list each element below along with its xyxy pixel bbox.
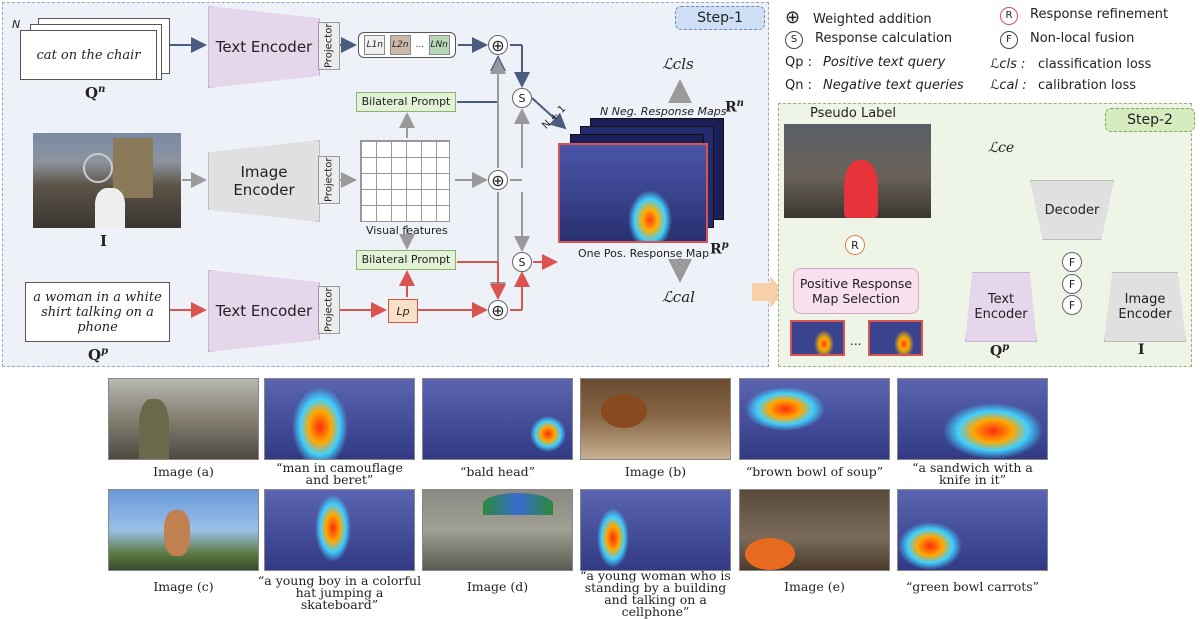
fusion-icon-3: F [1062, 295, 1082, 315]
step1-label: Step-1 [675, 6, 765, 30]
weighted-add-icon-1: ⊕ [488, 35, 508, 55]
caption-map-a2: “bald head” [459, 464, 536, 479]
pos-query-text: a woman in a white shirt talking on a ph… [25, 282, 170, 342]
caption-image-b: Image (b) [624, 464, 687, 479]
example-map-c [264, 489, 415, 571]
neg-query-count: N [12, 18, 21, 31]
step2-query-symbol: Qp [990, 342, 1010, 360]
thumb-ellipsis: ... [850, 334, 862, 348]
response-calc-icon-2: S [512, 252, 532, 272]
example-image-a [108, 378, 259, 460]
soldier-shape [139, 399, 169, 459]
carrots-shape [745, 538, 795, 570]
pos-projector: Projector [318, 286, 340, 334]
caption-map-e: “green bowl carrots” [905, 579, 1040, 594]
diagram-connectors [168, 37, 1116, 318]
caption-map-b2: “a sandwich with a knife in it” [912, 460, 1033, 487]
step2-image-encoder: Image Encoder [1104, 272, 1186, 342]
neg-maps-symbol: Rn [725, 98, 744, 116]
example-map-a1 [264, 378, 415, 460]
caption-image-c: Image (c) [153, 579, 214, 594]
umbrella-shape [483, 493, 553, 515]
legend-response-refinement: R Response refinement [1000, 7, 1168, 25]
loss-cal: ℒcal [662, 288, 695, 306]
step2-text-encoder: Text Encoder [965, 272, 1037, 342]
pos-text-encoder: Text Encoder [208, 270, 320, 352]
example-image-b [580, 378, 731, 460]
input-image [33, 133, 181, 228]
response-map-thumb-1 [790, 320, 845, 356]
example-map-b2 [897, 378, 1048, 460]
legend-negative-queries: Qn : Negative text queries [785, 78, 964, 93]
step2-image-symbol: I [1138, 342, 1145, 358]
weighted-add-icon-3: ⊕ [488, 300, 508, 320]
weighted-add-icon-2: ⊕ [488, 170, 508, 190]
pos-query-symbol: Qp [88, 346, 109, 364]
caption-image-d: Image (d) [466, 579, 529, 594]
neg-prompt-tokens: L1n L2n ... LNn [358, 32, 456, 58]
caption-image-a: Image (a) [153, 464, 214, 479]
legend-non-local-fusion: F Non-local fusion [1000, 31, 1134, 49]
response-calc-icon-1: S [512, 88, 532, 108]
visual-features-grid [360, 140, 450, 222]
legend-calibration-loss: ℒcal : calibration loss [990, 78, 1137, 93]
bilateral-prompt-bottom: Bilateral Prompt [356, 250, 456, 270]
caption-map-c: “a young boy in a colorful hat jumping a… [257, 573, 422, 612]
selection-box: Positive Response Map Selection [793, 268, 919, 314]
example-map-d [580, 489, 731, 571]
loss-cls: ℒcls [662, 55, 694, 73]
example-image-c [108, 489, 259, 571]
neg-projector: Projector [318, 22, 340, 70]
pseudo-label-title: Pseudo Label [810, 106, 897, 121]
neg-query-symbol: Qn [85, 84, 106, 102]
pos-response-map [558, 143, 708, 243]
loss-ce: ℒce [988, 140, 1015, 156]
neg-query-text: cat on the chair [20, 30, 157, 80]
token-ln: LNn [428, 35, 450, 55]
caption-image-e: Image (e) [784, 579, 845, 594]
response-map-thumb-2 [868, 320, 923, 356]
neg-text-encoder: Text Encoder [208, 6, 320, 88]
fusion-icon-1: F [1062, 252, 1082, 272]
example-map-b1 [739, 378, 890, 460]
decoder: Decoder [1030, 180, 1114, 240]
step2-label: Step-2 [1105, 108, 1195, 132]
legend-response-calculation: S Response calculation [785, 31, 952, 49]
legend-classification-loss: ℒcls : classification loss [990, 57, 1152, 72]
image-symbol: I [100, 232, 108, 250]
visual-features-label: Visual features [366, 224, 448, 237]
pos-map-label: One Pos. Response Map [578, 247, 710, 260]
image-encoder: Image Encoder [208, 140, 320, 222]
pos-prompt-token: Lp [388, 299, 418, 323]
tower-shape [113, 138, 153, 198]
token-l2: L2n [389, 35, 411, 55]
token-ellipsis: ... [415, 40, 425, 50]
example-image-d [422, 489, 573, 571]
woman-shape [95, 188, 125, 228]
caption-map-b1: “brown bowl of soup” [745, 464, 884, 479]
example-image-e [739, 489, 890, 571]
legend-positive-query: Qp : Positive text query [785, 55, 946, 70]
image-projector: Projector [318, 156, 340, 204]
legend-weighted-addition: ⊕ Weighted addition [785, 7, 932, 28]
example-map-e [897, 489, 1048, 571]
pos-map-symbol: Rp [710, 240, 729, 258]
bilateral-prompt-top: Bilateral Prompt [356, 92, 456, 112]
token-l1: L1n [364, 35, 386, 55]
refinement-icon: R [845, 235, 865, 255]
fusion-icon-2: F [1062, 274, 1082, 294]
example-map-a2 [422, 378, 573, 460]
caption-map-d: “a young woman who is standing by a buil… [580, 568, 731, 619]
skater-shape [164, 510, 190, 556]
bowl-shape [601, 394, 647, 428]
pseudo-label-image [784, 124, 931, 218]
wheel-shape [83, 153, 113, 183]
neg-maps-label: N Neg. Response Maps [600, 105, 727, 118]
caption-map-a1: “man in camouflage and beret” [276, 460, 403, 487]
pseudo-mask [844, 160, 878, 218]
